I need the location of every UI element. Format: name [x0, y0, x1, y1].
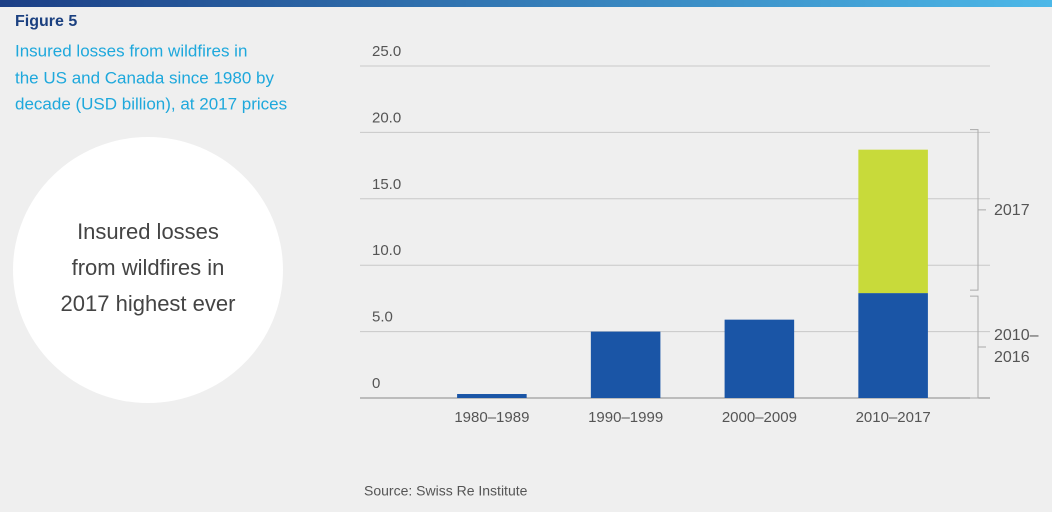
legend-label: 2017: [994, 201, 1030, 219]
source: Source: Swiss Re Institute: [364, 483, 528, 499]
x-tick-label: 1990–1999: [588, 409, 663, 426]
callout-text: Insured losses: [77, 219, 219, 244]
bar: [457, 394, 527, 398]
top-bar: [0, 0, 1052, 7]
bar: [590, 331, 661, 398]
legend-bracket: [970, 129, 986, 291]
y-tick-label: 25.0: [372, 43, 401, 60]
bar: [858, 293, 928, 398]
callout-text: 2017 highest ever: [61, 291, 236, 316]
figure-label: Figure 5: [15, 13, 77, 30]
y-tick-label: 15.0: [372, 176, 401, 193]
y-tick-label: 5.0: [372, 309, 393, 326]
chart-title: the US and Canada since 1980 by: [15, 68, 274, 87]
callout-text: from wildfires in: [72, 255, 225, 280]
chart-title: decade (USD billion), at 2017 prices: [15, 94, 287, 113]
callout-circle: [13, 137, 283, 403]
x-tick-label: 2010–2017: [856, 409, 931, 426]
y-tick-label: 10.0: [372, 242, 401, 259]
legend-bracket: [970, 295, 986, 399]
x-tick-label: 2000–2009: [722, 409, 797, 426]
legend-label: 2010–2016: [994, 327, 1039, 367]
bar: [858, 149, 928, 294]
bar: [724, 319, 795, 398]
x-tick-label: 1980–1989: [454, 409, 529, 426]
y-tick-label: 20.0: [372, 109, 401, 126]
chart-title: Insured losses from wildfires in: [15, 41, 247, 60]
y-tick-label: 0: [372, 375, 380, 392]
